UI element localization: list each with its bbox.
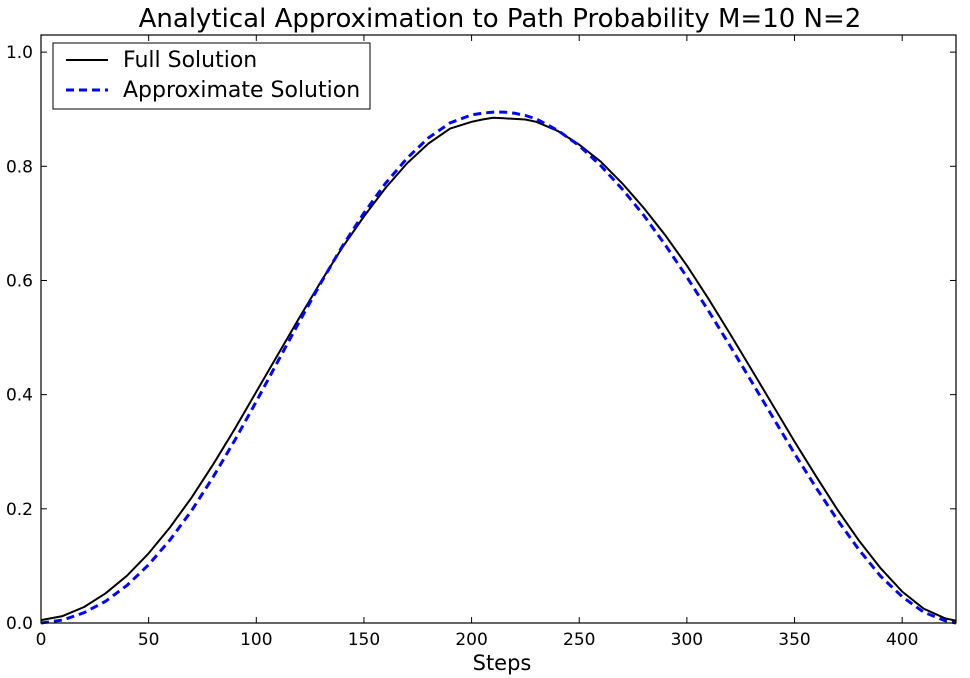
series-line-full-solution: [40, 116, 957, 622]
chart-title: Analytical Approximation to Path Probabi…: [139, 4, 862, 34]
tick-layer: 0 50 100 150 200 250 300 350 400 0.0 0.2 0.4 0.6 0.8 1…: [6, 35, 956, 650]
y-tick-label: 0.6: [6, 271, 33, 291]
legend-box: [52, 42, 371, 110]
x-tick-label: 250: [563, 630, 595, 650]
y-tick-label: 1.0: [6, 43, 33, 63]
series-line-approximate-solution: [40, 110, 957, 625]
x-tick-label: 400: [886, 630, 918, 650]
y-tick-label: 0.8: [6, 157, 33, 177]
x-axis-label: Steps: [473, 651, 532, 675]
x-tick-label: 150: [348, 630, 380, 650]
x-tick-label: 200: [455, 630, 487, 650]
plot-area-frame: [40, 34, 957, 624]
x-tick-label: 350: [778, 630, 810, 650]
series-layer: [40, 110, 957, 625]
legend: Full Solution Approximate Solution: [52, 42, 371, 110]
y-tick-label: 0.2: [6, 500, 33, 520]
x-tick-label: 0: [36, 630, 47, 650]
y-tick-label: 0.4: [6, 386, 33, 406]
x-tick-label: 100: [240, 630, 272, 650]
legend-label-approximate-solution: Approximate Solution: [123, 78, 360, 103]
y-tick-label: 0.0: [6, 614, 33, 634]
x-tick-label: 50: [138, 630, 160, 650]
legend-label-full-solution: Full Solution: [123, 48, 257, 73]
x-tick-label: 300: [671, 630, 703, 650]
